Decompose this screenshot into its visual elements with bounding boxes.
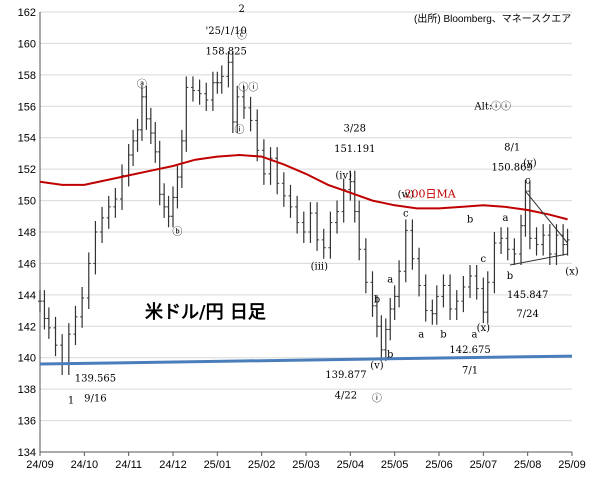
y-tick-label: 136 [18, 416, 36, 428]
annotation-label: a [418, 329, 424, 340]
annotation-label: 150.869 [491, 163, 532, 174]
x-tick-label: 25/01 [204, 459, 232, 471]
x-tick-label: 25/02 [248, 459, 276, 471]
x-tick-label: 25/05 [381, 459, 409, 471]
annotation-label: 158.825 [206, 46, 247, 57]
y-tick-label: 146 [18, 258, 36, 270]
annotation-label: 145.847 [507, 290, 548, 301]
x-tick-label: 24/09 [26, 459, 54, 471]
annotation-label: (x) [477, 323, 491, 334]
annotation-label: '25/1/10 [206, 26, 247, 37]
annotation-label: b [507, 271, 513, 282]
annotation-label: 139.877 [325, 370, 366, 381]
x-tick-label: 24/12 [159, 459, 187, 471]
annotation-label: c [481, 254, 487, 265]
y-tick-label: 138 [18, 384, 36, 396]
y-tick-label: 158 [18, 70, 36, 82]
annotation-label: ⓘ [235, 124, 245, 136]
x-tick-label: 25/04 [337, 459, 365, 471]
annotation-label: ⓐ [137, 78, 147, 90]
annotation-label: ⓑ [172, 226, 182, 238]
annotation-label: 8/1 [504, 142, 520, 153]
annotation-label: 7/24 [516, 309, 538, 320]
annotation-label: 1 [68, 395, 74, 406]
ma-200-line [39, 153, 568, 221]
grid-lines [40, 11, 572, 453]
y-tick-label: 140 [18, 353, 36, 365]
annotation-label: c [525, 175, 531, 186]
x-tick-label: 25/09 [558, 459, 586, 471]
y-tick-label: 154 [18, 133, 36, 145]
annotation-label: Alt: [473, 101, 492, 112]
chart-title: 米ドル/円 日足 [145, 301, 266, 323]
source-label: (出所) Bloomberg、マネースクエア [414, 12, 571, 25]
annotation-label: 4/22 [335, 391, 357, 402]
x-tick-label: 25/07 [470, 459, 498, 471]
annotation-label: a [503, 213, 509, 224]
x-tick-label: 24/11 [115, 459, 142, 471]
annotation-label: (x) [565, 266, 579, 277]
y-tick-label: 162 [18, 7, 36, 19]
annotation-label: b [374, 295, 380, 306]
annotation-label: b [387, 350, 393, 361]
axes: 134 136 138 140 142 144 146 148 150 152 154 156 158 1… [18, 7, 586, 471]
support-line [39, 354, 573, 366]
annotation-label: (iv) [335, 171, 352, 182]
y-tick-label: 134 [18, 447, 36, 459]
annotation-label: 3/28 [344, 123, 366, 134]
x-tick-label: 24/10 [71, 459, 99, 471]
annotation-label: 142.675 [449, 345, 490, 356]
annotation-label: a [471, 329, 477, 340]
annotation-label: 9/16 [84, 394, 106, 405]
y-tick-label: 160 [18, 38, 36, 50]
annotation-label: ⓘ [372, 393, 382, 405]
annotation-label: ⓒ [237, 30, 247, 42]
annotation-label: a [387, 274, 393, 285]
trendline [525, 190, 568, 244]
annotation-label: b [467, 215, 473, 226]
annotation-label: (v) [370, 361, 384, 372]
ma-label: 200日MA [405, 187, 457, 200]
x-tick-label: 25/08 [514, 459, 542, 471]
annotation-label: ⓘⓘ [238, 82, 258, 94]
annotation-label: 2 [239, 4, 245, 15]
y-tick-label: 144 [18, 290, 36, 302]
annotation-label: 151.191 [334, 144, 375, 155]
y-tick-label: 156 [18, 101, 36, 113]
y-tick-label: 152 [18, 164, 36, 176]
annotation-label: c [403, 208, 409, 219]
annotation-label: (w) [398, 189, 414, 200]
annotation-label: 7/1 [462, 365, 478, 376]
y-tick-label: 150 [18, 196, 36, 208]
annotation-label: b [440, 329, 446, 340]
annotation-label: ⓘⓘ [491, 100, 511, 112]
x-tick-label: 25/03 [292, 459, 320, 471]
y-tick-label: 142 [18, 321, 36, 333]
x-tick-label: 25/06 [425, 459, 453, 471]
annotation-label: 139.565 [75, 373, 116, 384]
trendline [509, 253, 568, 266]
annotation-label: (y) [523, 158, 537, 169]
annotation-label: (iii) [311, 262, 328, 273]
series-layer [38, 51, 573, 375]
y-tick-label: 148 [18, 227, 36, 239]
